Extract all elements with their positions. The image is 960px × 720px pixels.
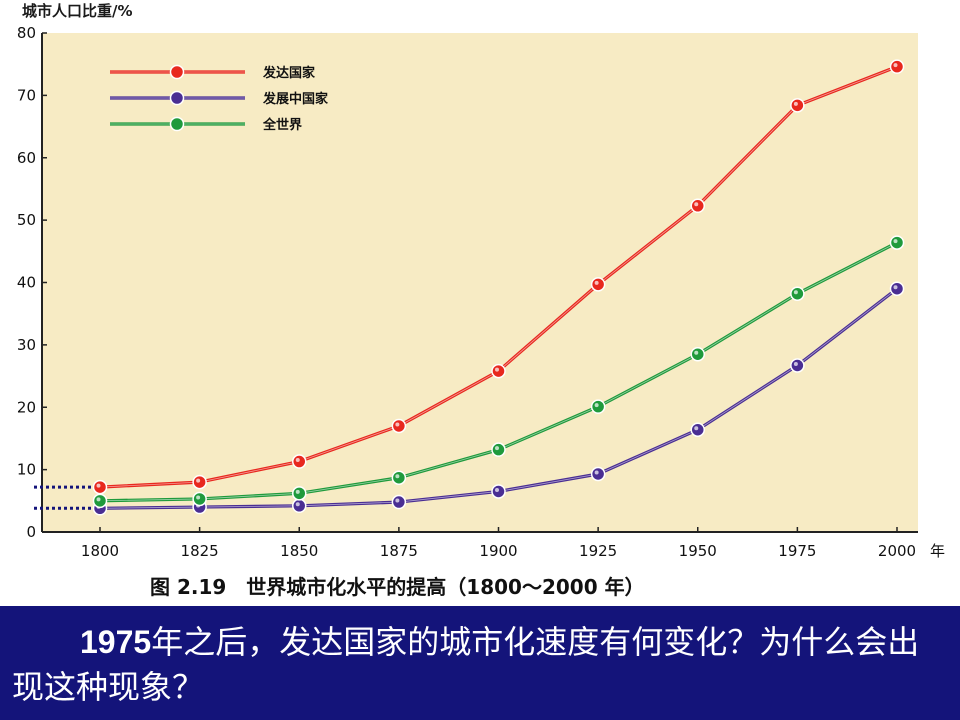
data-point: [491, 442, 506, 457]
legend-label: 发达国家: [262, 65, 316, 81]
data-point: [391, 494, 407, 510]
data-point: [690, 422, 705, 437]
x-tick-label: 1975: [778, 542, 816, 560]
data-point-highlight: [295, 489, 300, 494]
series-lines: [92, 59, 905, 516]
data-point-highlight: [196, 478, 201, 483]
data-point-highlight: [893, 285, 898, 290]
data-point-highlight: [793, 101, 798, 106]
data-point: [590, 277, 606, 292]
data-point: [391, 418, 407, 434]
question-panel: [0, 606, 960, 720]
question-body: 年之后，发达国家的城市化速度有何变化？为什么会出现这种现象？: [12, 623, 920, 706]
data-point: [690, 198, 705, 214]
legend-marker: [169, 90, 185, 106]
data-point-highlight: [694, 350, 699, 355]
data-point-highlight: [793, 290, 798, 295]
y-tick-label: 10: [17, 461, 36, 479]
x-tick-label: 1800: [81, 542, 119, 560]
x-tick-label: 1825: [181, 542, 219, 560]
x-tick-label: 1850: [280, 542, 318, 560]
legend-marker: [169, 116, 185, 132]
x-tick-label: 2000: [878, 542, 916, 560]
data-point: [889, 59, 905, 74]
series-group: [92, 281, 905, 516]
y-tick-label: 70: [17, 86, 36, 104]
data-point-highlight: [196, 495, 201, 500]
data-point-highlight: [295, 458, 300, 463]
x-tick-label: 1875: [380, 542, 418, 560]
data-point: [292, 486, 307, 501]
data-point: [590, 466, 606, 482]
y-tick-label: 80: [17, 24, 36, 42]
dotted-guides: [34, 485, 92, 510]
y-tick-label: 40: [17, 274, 36, 292]
data-point: [889, 281, 905, 296]
figure-caption: 图 2.19 世界城市化水平的提高（1800～2000 年）: [150, 575, 645, 599]
data-point: [889, 235, 905, 250]
data-point: [690, 346, 705, 362]
data-point-highlight: [295, 502, 300, 507]
data-point: [292, 498, 307, 514]
data-point: [92, 493, 108, 509]
data-point: [292, 454, 307, 469]
data-point-highlight: [395, 498, 400, 503]
x-axis-unit: 年: [930, 542, 945, 560]
y-tick-label: 20: [17, 398, 36, 416]
data-point: [590, 399, 606, 414]
data-point-highlight: [893, 63, 898, 68]
data-point-highlight: [96, 497, 101, 502]
legend-label: 全世界: [262, 117, 302, 133]
data-point-highlight: [793, 361, 798, 366]
series-group: [92, 59, 905, 495]
y-tick-label: 60: [17, 149, 36, 167]
chart: 城市人口比重/% 0 10 20 30 40 50 60 70 80 1800 1825 1850 18…: [16, 2, 946, 599]
data-point: [192, 474, 207, 490]
data-point-highlight: [96, 483, 101, 488]
data-point-highlight: [495, 446, 499, 451]
series-group: [92, 235, 905, 509]
legend-marker: [169, 64, 185, 80]
legend-item: 全世界: [110, 116, 302, 133]
axes: 0 10 20 30 40 50 60 70 80 1800 1825 1850 1875 1900 192…: [17, 24, 918, 560]
y-axis-label: 城市人口比重/%: [22, 2, 133, 20]
data-point-highlight: [395, 474, 400, 479]
data-point-highlight: [694, 426, 699, 431]
data-point-highlight: [594, 280, 599, 285]
legend-item: 发展中国家: [110, 90, 329, 107]
y-tick-label: 50: [17, 211, 36, 229]
data-point-highlight: [495, 487, 499, 492]
legend-item: 发达国家: [110, 64, 316, 81]
y-tick-label: 30: [17, 336, 36, 354]
question-year: 1975: [80, 624, 152, 660]
data-point: [192, 491, 207, 507]
data-point-highlight: [893, 239, 898, 244]
y-tick-label: 0: [26, 523, 36, 541]
data-point: [790, 98, 805, 113]
x-tick-label: 1900: [479, 542, 517, 560]
x-tick-label: 1950: [679, 542, 717, 560]
data-point-highlight: [594, 403, 599, 408]
data-point: [790, 286, 805, 301]
data-point: [491, 363, 506, 379]
data-point-highlight: [694, 202, 699, 207]
question-text: 1975年之后，发达国家的城市化速度有何变化？为什么会出现这种现象？: [12, 620, 942, 710]
data-point-highlight: [495, 367, 499, 372]
legend-label: 发展中国家: [262, 91, 329, 107]
data-point: [790, 358, 805, 373]
data-point-highlight: [594, 470, 599, 475]
x-tick-label: 1925: [579, 542, 617, 560]
plot-area: [42, 33, 918, 532]
data-point: [491, 484, 506, 499]
data-point-highlight: [395, 422, 400, 427]
data-point: [391, 470, 407, 485]
data-point: [92, 479, 108, 495]
